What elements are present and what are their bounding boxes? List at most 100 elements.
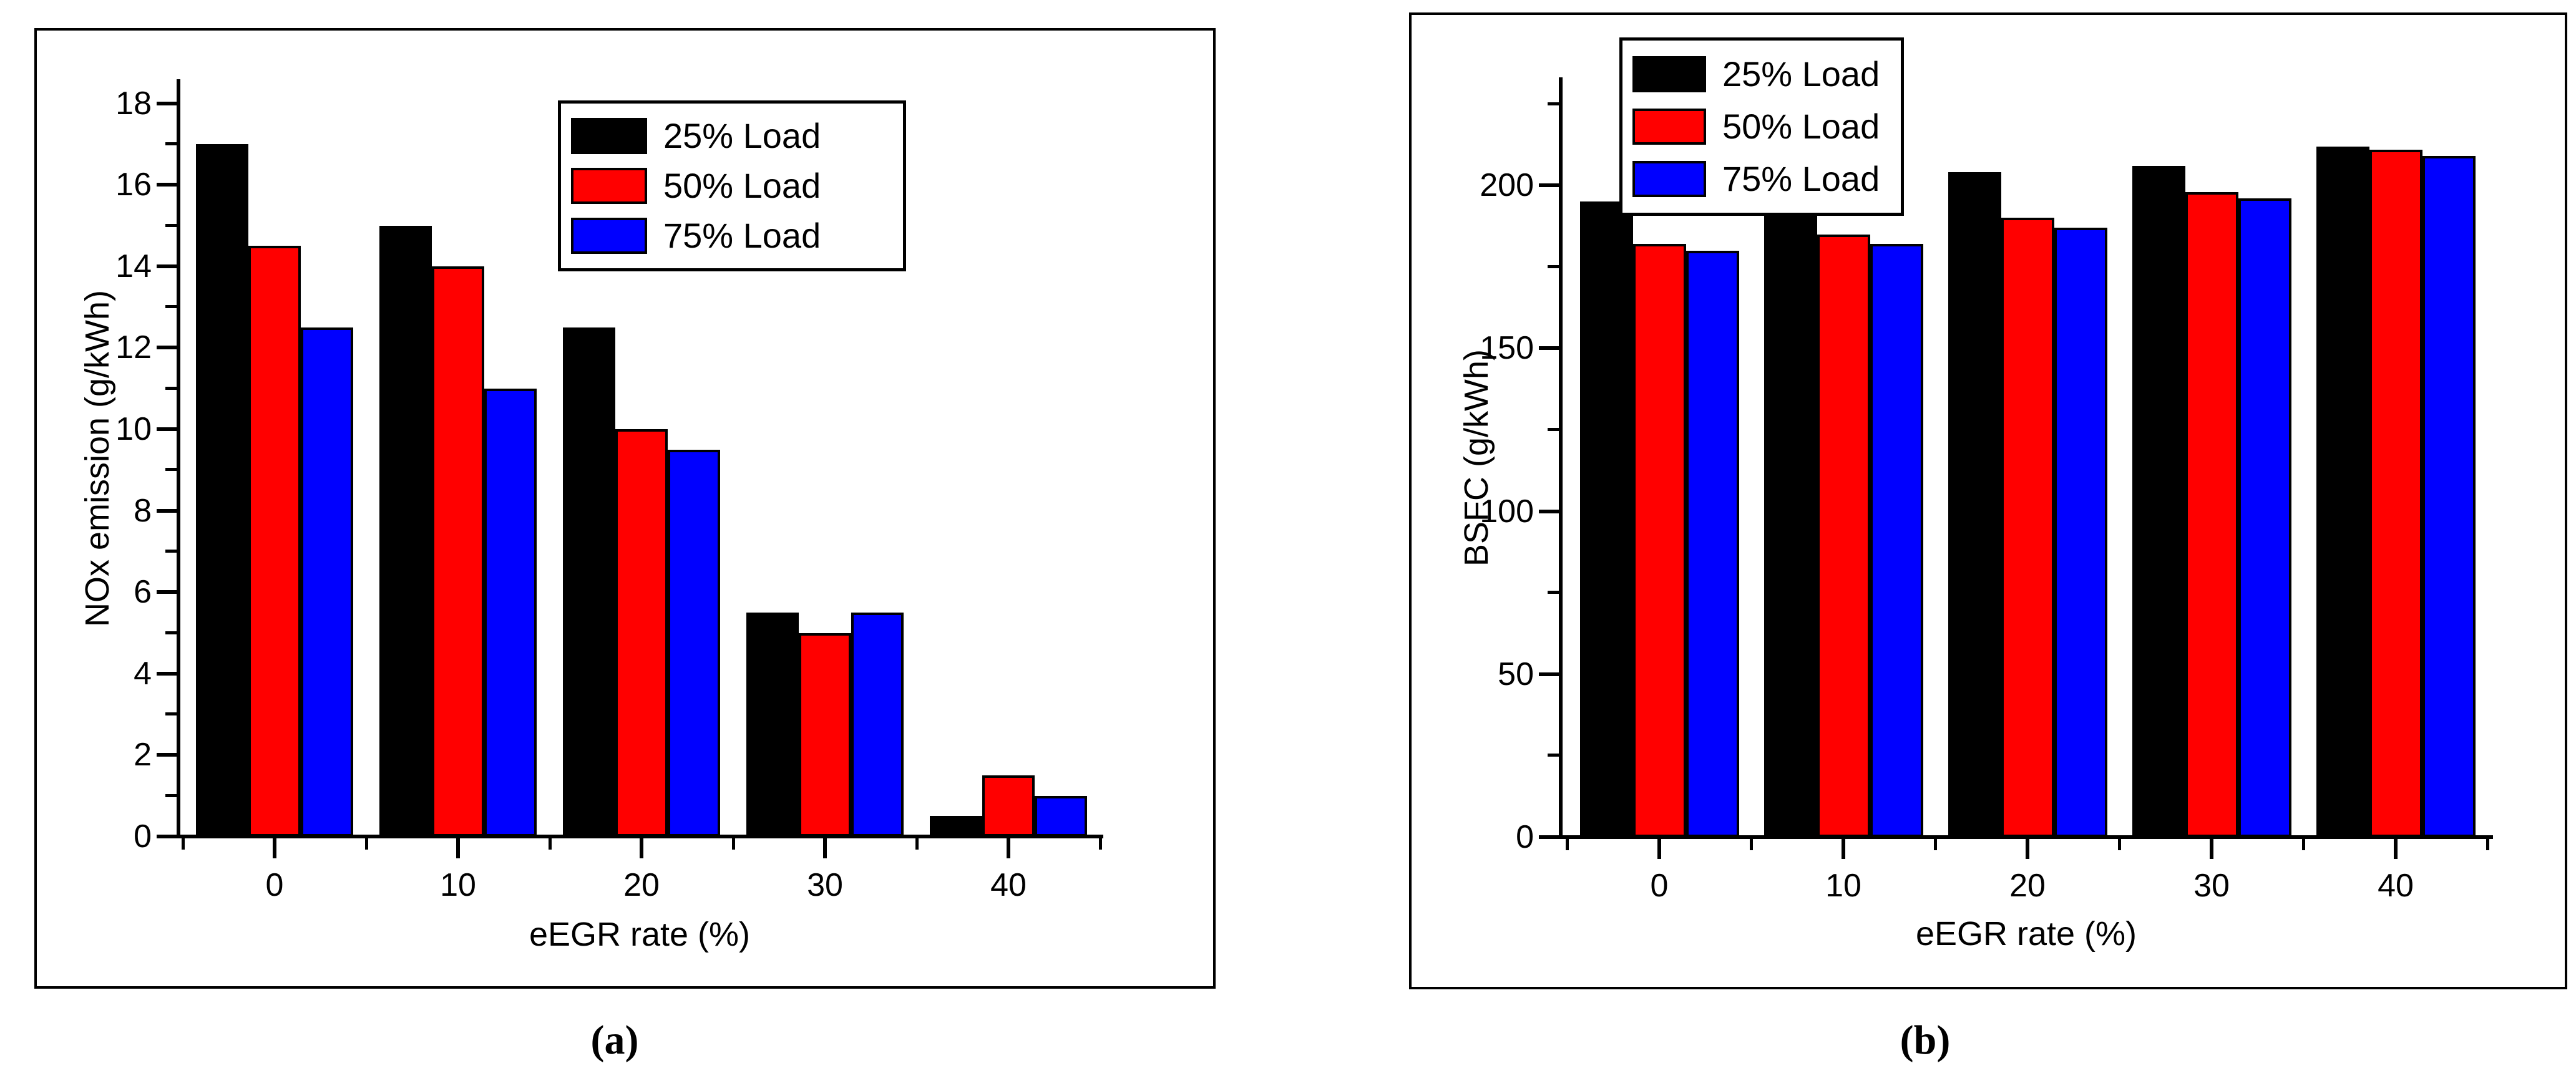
legend-label: 50% Load: [663, 166, 821, 205]
bar-75Load-x40: [2422, 156, 2476, 837]
bar-50Load-x0: [248, 246, 301, 836]
x-tick-label: 0: [265, 867, 284, 903]
bar-75Load-x20: [2054, 228, 2107, 837]
y-minor-tick: [165, 142, 177, 145]
y-minor-tick: [165, 793, 177, 797]
x-minor-tick: [1934, 839, 1937, 850]
x-major-tick: [1842, 839, 1845, 859]
x-tick-label: 40: [2378, 868, 2414, 904]
y-major-tick: [1539, 835, 1559, 839]
legend-box: 25% Load 50% Load 75% Load: [558, 100, 906, 271]
x-minor-tick: [731, 838, 735, 850]
caption-a: (a): [590, 1017, 639, 1063]
x-minor-tick: [181, 838, 185, 850]
caption-b: (b): [1900, 1017, 1951, 1063]
y-major-tick: [157, 346, 177, 350]
y-major-tick: [1539, 509, 1559, 513]
y-major-tick: [157, 101, 177, 105]
bar-25Load-x0: [196, 143, 248, 836]
x-tick-label: 20: [2009, 868, 2046, 904]
y-major-tick: [157, 264, 177, 268]
y-tick-label: 4: [134, 655, 152, 692]
legend-box: 25% Load 50% Load 75% Load: [1619, 37, 1904, 216]
y-major-tick: [157, 835, 177, 838]
legend-row: 75% Load: [571, 211, 897, 261]
y-major-tick: [1539, 346, 1559, 351]
bar-75Load-x30: [851, 612, 904, 836]
legend-row: 50% Load: [571, 161, 897, 211]
legend-row: 75% Load: [1632, 153, 1895, 205]
legend-label: 50% Load: [1722, 107, 1880, 146]
y-minor-tick: [1548, 264, 1559, 268]
y-minor-tick: [165, 468, 177, 472]
bar-25Load-x0: [1579, 201, 1633, 837]
bar-50Load-x0: [1632, 244, 1686, 837]
x-minor-tick: [2118, 839, 2121, 850]
legend-swatch-25Load: [1632, 56, 1706, 92]
bar-75Load-x0: [1686, 250, 1739, 837]
x-tick-label: 30: [807, 867, 843, 903]
y-major-tick: [157, 753, 177, 757]
y-major-tick: [157, 590, 177, 594]
x-major-tick: [273, 838, 276, 858]
y-tick-label: 150: [1480, 330, 1534, 367]
x-major-tick: [1007, 838, 1010, 858]
x-tick-label: 10: [1825, 868, 1861, 904]
y-tick-label: 200: [1480, 167, 1534, 204]
y-tick-label: 10: [115, 411, 152, 447]
legend-label: 75% Load: [1722, 159, 1880, 198]
legend-label: 25% Load: [1722, 54, 1880, 94]
x-tick-label: 40: [990, 867, 1027, 903]
legend-row: 50% Load: [1632, 100, 1895, 153]
legend-swatch-50Load: [1632, 109, 1706, 145]
y-minor-tick: [165, 305, 177, 309]
bar-50Load-x40: [2369, 149, 2422, 837]
x-tick-label: 20: [623, 867, 660, 903]
bar-25Load-x20: [1948, 172, 2001, 837]
x-minor-tick: [1098, 838, 1102, 850]
y-major-tick: [157, 427, 177, 431]
x-minor-tick: [548, 838, 552, 850]
legend-label: 75% Load: [663, 216, 821, 255]
y-tick-label: 50: [1498, 656, 1534, 692]
y-axis-spine: [177, 79, 180, 838]
legend-swatch-75Load: [1632, 161, 1706, 197]
x-major-tick: [2026, 839, 2029, 859]
y-minor-tick: [1548, 428, 1559, 431]
bar-75Load-x0: [301, 327, 353, 836]
bar-25Load-x10: [379, 225, 432, 836]
y-minor-tick: [1548, 591, 1559, 594]
bar-50Load-x40: [982, 775, 1035, 836]
bar-25Load-x30: [2132, 165, 2185, 837]
y-tick-label: 0: [134, 818, 152, 855]
y-minor-tick: [165, 223, 177, 227]
y-tick-label: 2: [134, 737, 152, 773]
y-tick-label: 16: [115, 167, 152, 203]
bar-50Load-x30: [2185, 192, 2238, 837]
nox-x-axis-title: eEGR rate (%): [529, 916, 751, 953]
y-tick-label: 18: [115, 85, 152, 122]
bsfc-x-axis-title: eEGR rate (%): [1915, 915, 2137, 953]
x-major-tick: [456, 838, 460, 858]
y-major-tick: [157, 508, 177, 513]
x-major-tick: [2210, 839, 2213, 859]
y-minor-tick: [165, 386, 177, 390]
x-minor-tick: [364, 838, 368, 850]
bar-25Load-x40: [2316, 146, 2369, 837]
y-axis-spine: [1559, 77, 1563, 839]
legend-row: 25% Load: [1632, 48, 1895, 100]
y-minor-tick: [1548, 102, 1559, 105]
legend-swatch-75Load: [571, 218, 647, 254]
bar-75Load-x30: [2238, 198, 2291, 837]
bsfc-chart: 0 50 100 150 200 0 10 20 30 40 25% Load 50% Load 75%…: [1412, 15, 2565, 987]
y-minor-tick: [1548, 754, 1559, 757]
nox-y-axis-title: NOx emission (g/kWh): [79, 289, 116, 628]
y-minor-tick: [165, 549, 177, 553]
y-major-tick: [1539, 183, 1559, 188]
y-minor-tick: [165, 631, 177, 634]
y-major-tick: [157, 671, 177, 676]
x-major-tick: [1657, 839, 1661, 859]
x-minor-tick: [1750, 839, 1753, 850]
x-major-tick: [640, 838, 643, 858]
x-axis-spine: [1559, 835, 2493, 839]
